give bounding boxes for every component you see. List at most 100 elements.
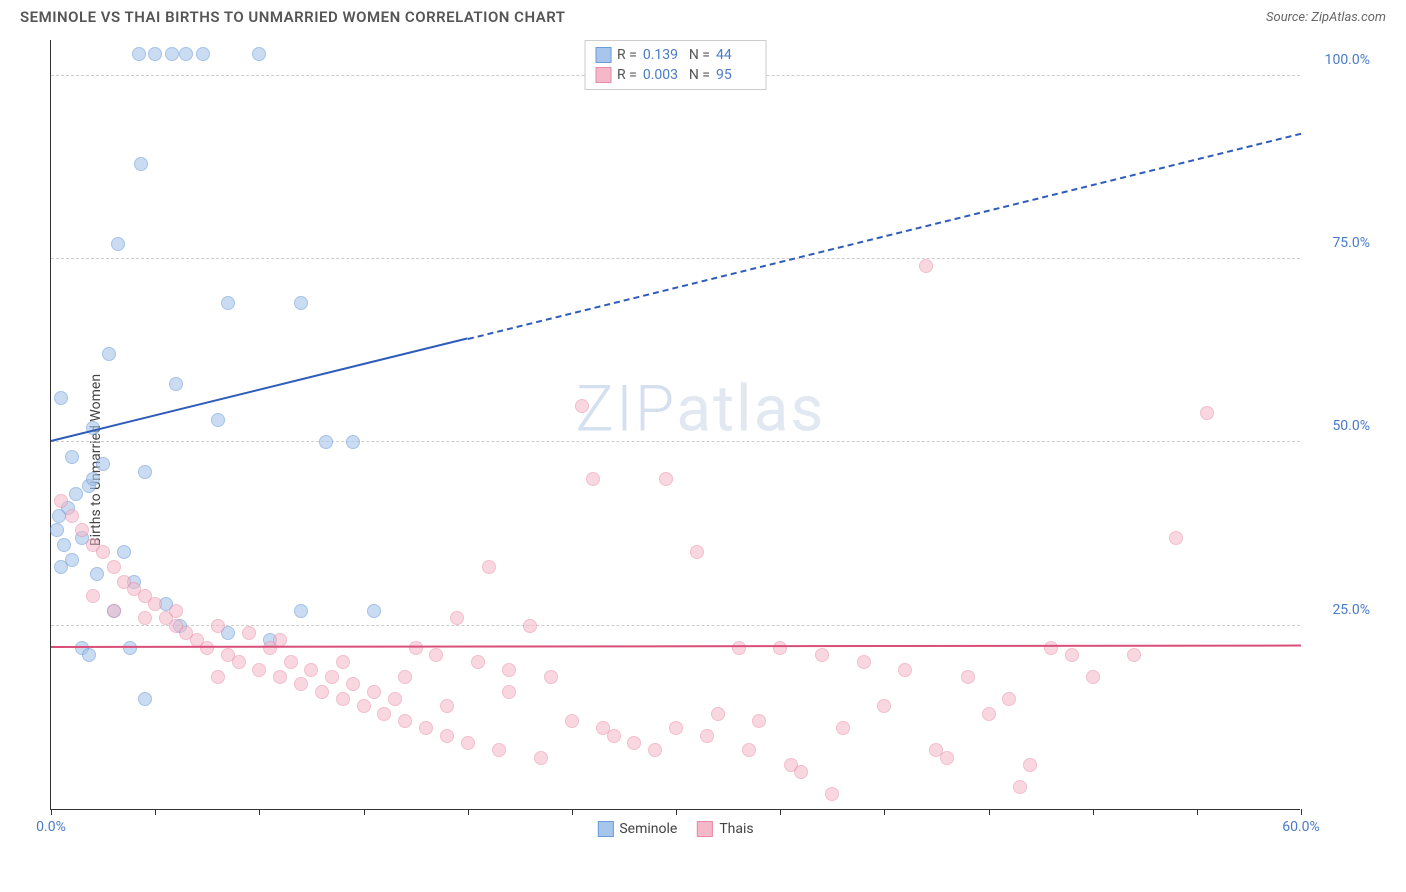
x-tick bbox=[989, 809, 990, 815]
y-tick-label: 100.0% bbox=[1310, 52, 1370, 68]
scatter-point bbox=[659, 472, 673, 486]
scatter-point bbox=[132, 47, 146, 61]
watermark-atlas: atlas bbox=[676, 372, 825, 447]
scatter-point bbox=[461, 736, 475, 750]
scatter-point bbox=[86, 589, 100, 603]
scatter-point bbox=[138, 465, 152, 479]
scatter-point bbox=[482, 560, 496, 574]
scatter-point bbox=[898, 663, 912, 677]
scatter-point bbox=[107, 560, 121, 574]
scatter-point bbox=[502, 685, 516, 699]
x-tick-label: 0.0% bbox=[36, 819, 66, 835]
scatter-point bbox=[86, 472, 100, 486]
scatter-point bbox=[107, 604, 121, 618]
r-value: 0.003 bbox=[643, 67, 683, 83]
scatter-point bbox=[1013, 780, 1027, 794]
scatter-point bbox=[398, 670, 412, 684]
scatter-point bbox=[607, 729, 621, 743]
scatter-point bbox=[336, 655, 350, 669]
legend-item: Seminole bbox=[597, 821, 677, 837]
r-label: R = bbox=[617, 67, 637, 83]
scatter-point bbox=[294, 604, 308, 618]
x-tick bbox=[676, 809, 677, 815]
r-label: R = bbox=[617, 47, 637, 63]
legend-stat-row: R = 0.003 N = 95 bbox=[595, 65, 756, 85]
scatter-point bbox=[82, 648, 96, 662]
scatter-point bbox=[102, 347, 116, 361]
scatter-point bbox=[732, 641, 746, 655]
scatter-point bbox=[523, 619, 537, 633]
scatter-point bbox=[179, 47, 193, 61]
scatter-point bbox=[148, 47, 162, 61]
x-tick bbox=[468, 809, 469, 815]
scatter-point bbox=[367, 604, 381, 618]
n-value: 95 bbox=[716, 67, 756, 83]
x-tick bbox=[1197, 809, 1198, 815]
scatter-point bbox=[138, 692, 152, 706]
scatter-point bbox=[586, 472, 600, 486]
scatter-point bbox=[825, 787, 839, 801]
scatter-point bbox=[1044, 641, 1058, 655]
scatter-point bbox=[1127, 648, 1141, 662]
legend-item: Thais bbox=[697, 821, 753, 837]
scatter-point bbox=[96, 545, 110, 559]
scatter-point bbox=[409, 641, 423, 655]
x-tick bbox=[259, 809, 260, 815]
scatter-point bbox=[961, 670, 975, 684]
scatter-point bbox=[54, 391, 68, 405]
n-label: N = bbox=[689, 67, 710, 83]
scatter-point bbox=[357, 699, 371, 713]
scatter-point bbox=[982, 707, 996, 721]
scatter-point bbox=[294, 677, 308, 691]
legend-stat-row: R =0.139N =44 bbox=[595, 45, 756, 65]
scatter-point bbox=[65, 450, 79, 464]
legend-swatch bbox=[697, 821, 713, 837]
chart-header: SEMINOLE VS THAI BIRTHS TO UNMARRIED WOM… bbox=[0, 0, 1406, 30]
scatter-point bbox=[919, 259, 933, 273]
scatter-point bbox=[273, 670, 287, 684]
scatter-point bbox=[1065, 648, 1079, 662]
scatter-point bbox=[54, 494, 68, 508]
scatter-point bbox=[134, 157, 148, 171]
scatter-point bbox=[57, 538, 71, 552]
plot-area: ZIPatlas R =0.139N =44R =0.003N =95 Semi… bbox=[50, 40, 1300, 810]
scatter-point bbox=[502, 663, 516, 677]
scatter-point bbox=[1002, 692, 1016, 706]
scatter-point bbox=[294, 296, 308, 310]
scatter-point bbox=[627, 736, 641, 750]
chart-title: SEMINOLE VS THAI BIRTHS TO UNMARRIED WOM… bbox=[20, 8, 566, 26]
scatter-point bbox=[711, 707, 725, 721]
scatter-point bbox=[1086, 670, 1100, 684]
r-value: 0.139 bbox=[643, 47, 683, 63]
scatter-point bbox=[319, 435, 333, 449]
legend-label: Seminole bbox=[619, 821, 677, 837]
scatter-point bbox=[315, 685, 329, 699]
scatter-point bbox=[857, 655, 871, 669]
scatter-point bbox=[211, 670, 225, 684]
scatter-point bbox=[169, 604, 183, 618]
x-tick-label: 60.0% bbox=[1282, 819, 1320, 835]
legend-swatch bbox=[595, 47, 611, 63]
scatter-point bbox=[196, 47, 210, 61]
scatter-point bbox=[440, 729, 454, 743]
scatter-point bbox=[169, 377, 183, 391]
scatter-point bbox=[815, 648, 829, 662]
watermark: ZIPatlas bbox=[576, 372, 826, 447]
scatter-point bbox=[388, 692, 402, 706]
x-tick bbox=[780, 809, 781, 815]
scatter-point bbox=[242, 626, 256, 640]
gridline bbox=[51, 441, 1300, 442]
scatter-point bbox=[398, 714, 412, 728]
series-legend: Seminole Thais bbox=[597, 821, 753, 837]
gridline bbox=[51, 625, 1300, 626]
scatter-point bbox=[54, 560, 68, 574]
trend-line bbox=[51, 644, 1301, 647]
scatter-point bbox=[669, 721, 683, 735]
scatter-point bbox=[96, 457, 110, 471]
scatter-point bbox=[419, 721, 433, 735]
scatter-point bbox=[492, 743, 506, 757]
x-tick bbox=[1301, 809, 1302, 815]
scatter-point bbox=[700, 729, 714, 743]
scatter-point bbox=[304, 663, 318, 677]
scatter-point bbox=[690, 545, 704, 559]
